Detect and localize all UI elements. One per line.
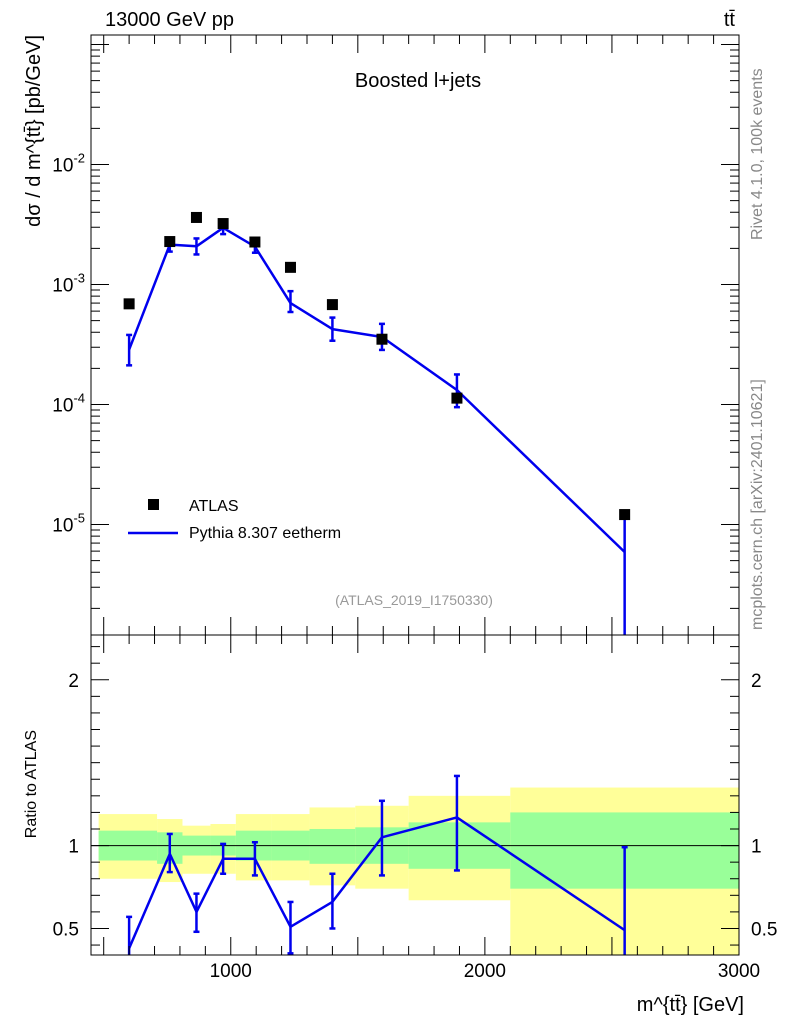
ratio-x-tick-label: 3000: [718, 961, 760, 982]
ratio-series-line: [127, 816, 626, 949]
main-plot-title: Boosted l+jets: [355, 70, 481, 92]
analysis-id-label: (ATLAS_2019_I1750330): [335, 592, 493, 608]
main-y-tick-label: 10-5: [52, 511, 85, 537]
ratio-y-tick-label-right: 0.5: [751, 919, 777, 940]
main-y-tick-label: 10-4: [52, 391, 85, 417]
atlas-data-point: [190, 211, 202, 223]
main-plot-content: [123, 211, 631, 635]
ratio-y-axis-label: Ratio to ATLAS: [23, 730, 40, 838]
atlas-data-point: [123, 298, 135, 310]
ratio-x-tick-label: 2000: [464, 961, 506, 982]
main-x-axis-ticks: [103, 35, 740, 635]
ratio-y-tick-label-right: 2: [751, 671, 762, 692]
ratio-plot-content: [91, 774, 739, 955]
main-y-tick-label: 10-3: [52, 271, 85, 297]
ratio-x-tick-label: 1000: [210, 961, 252, 982]
atlas-data-point: [164, 236, 176, 248]
atlas-data-point: [376, 333, 388, 345]
energy-label: 13000 GeV pp: [105, 9, 234, 31]
legend-label-atlas: ATLAS: [189, 498, 239, 515]
rivet-version-label: Rivet 4.1.0, 100k events: [749, 68, 766, 240]
main-y-axis-label: dσ / d m^{tt̄} [pb/GeV]: [23, 35, 45, 227]
atlas-data-point: [249, 236, 261, 248]
legend-marker-atlas: [148, 499, 159, 510]
ratio-y-tick-label-left: 2: [68, 671, 79, 692]
main-plot-panel: 10-5 10-4 10-3 10-2 Boosted l+jets (ATLAS_2…: [23, 34, 740, 636]
atlas-data-point: [326, 299, 338, 311]
ratio-band-inner: [309, 828, 356, 864]
legend: ATLAS Pythia 8.307 eetherm: [128, 498, 341, 542]
process-label: tt̄: [724, 9, 736, 31]
atlas-data-point: [217, 218, 229, 230]
ratio-y-tick-label-left: 0.5: [53, 919, 79, 940]
ratio-plot-panel: 0.5 0.5 1 1 2 2 1000 2000 3000 Ratio to ATLAS m…: [23, 634, 777, 1016]
atlas-data-point: [284, 261, 296, 273]
legend-label-pythia: Pythia 8.307 eetherm: [189, 525, 341, 542]
x-axis-label: m^{tt̄} [GeV]: [637, 994, 744, 1016]
ratio-plot-frame: [90, 634, 740, 956]
ratio-x-axis: 1000 2000 3000: [103, 635, 760, 982]
main-y-axis: 10-5 10-4 10-3 10-2: [52, 44, 739, 609]
ratio-y-tick-label-right: 1: [751, 837, 762, 858]
mcplots-label: mcplots.cern.ch [arXiv:2401.10621]: [749, 379, 766, 630]
atlas-data-point: [451, 392, 463, 404]
main-plot-frame: [90, 34, 740, 636]
mc-series-line: [127, 226, 626, 553]
ratio-y-tick-label-left: 1: [68, 837, 79, 858]
main-y-tick-label: 10-2: [52, 151, 85, 177]
ratio-y-axis: 0.5 0.5 1 1 2 2: [53, 646, 777, 946]
atlas-data-point: [619, 509, 631, 521]
